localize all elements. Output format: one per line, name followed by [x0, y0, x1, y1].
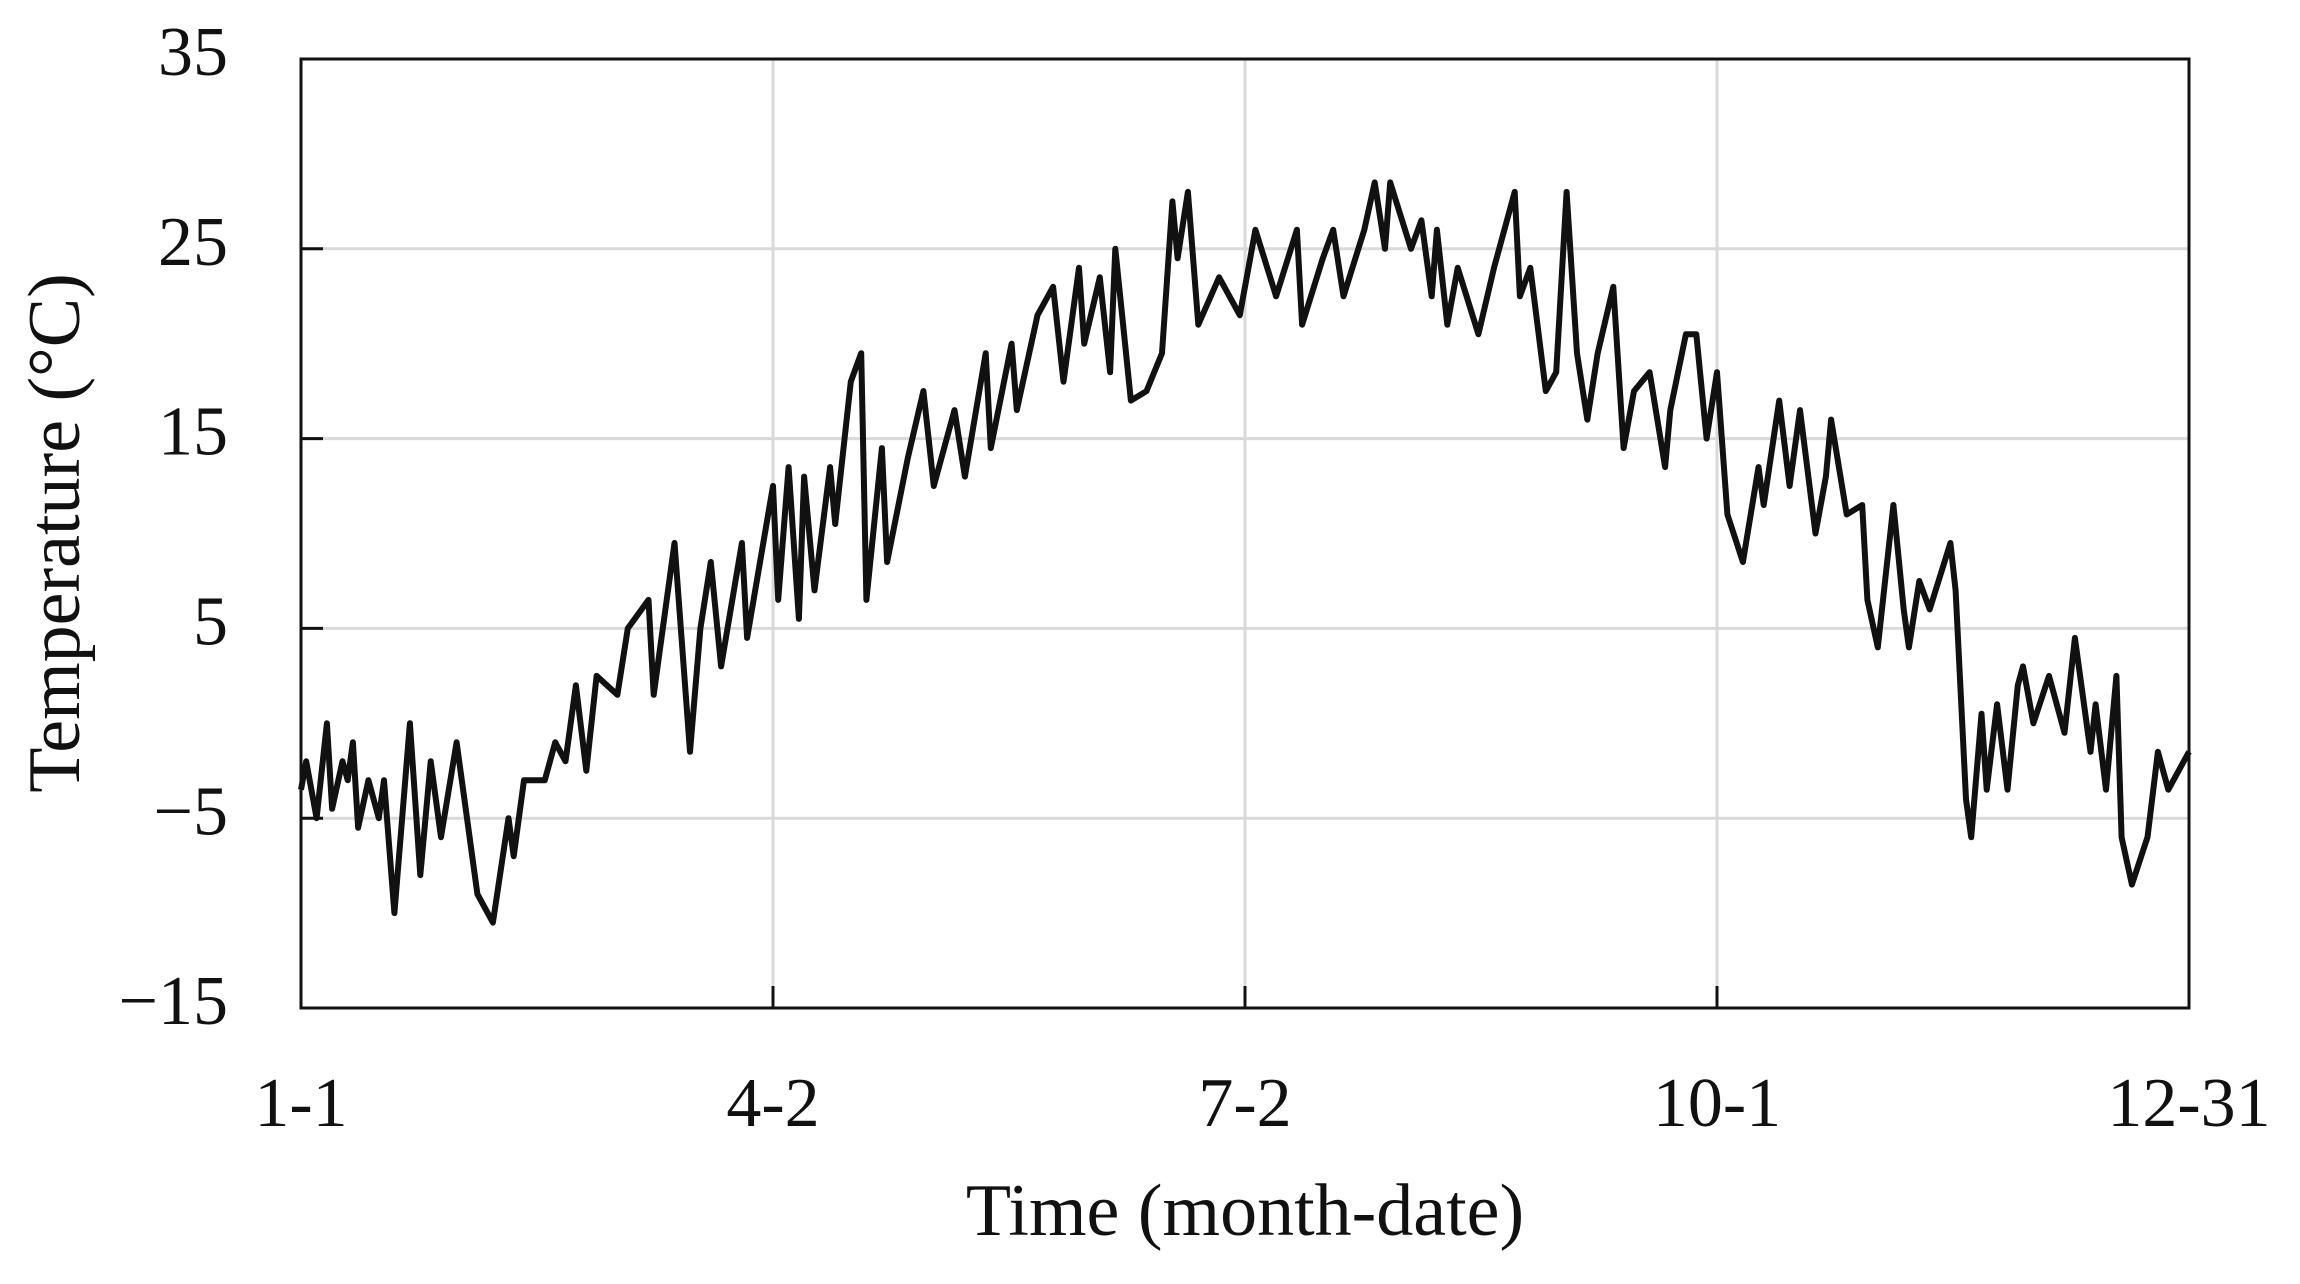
temperature-line	[298, 179, 2192, 926]
x-axis-title: Time (month-date)	[966, 1170, 1524, 1252]
y-tick-label: 5	[193, 583, 228, 660]
y-axis-title: Temperature (°C)	[14, 273, 96, 793]
y-tick-label: −5	[154, 773, 228, 850]
y-tick-label: 35	[158, 14, 228, 91]
x-tick-label: 10-1	[1653, 1065, 1781, 1142]
y-tick-label: 15	[158, 394, 228, 471]
x-tick-label: 12-31	[2107, 1065, 2270, 1142]
x-tick-label: 1-1	[254, 1065, 347, 1142]
plot-frame	[299, 57, 2191, 1010]
y-tick-label: 25	[158, 204, 228, 281]
x-tick-label: 4-2	[726, 1065, 819, 1142]
x-tick-label: 7-2	[1198, 1065, 1291, 1142]
y-tick-label: −15	[119, 963, 228, 1040]
